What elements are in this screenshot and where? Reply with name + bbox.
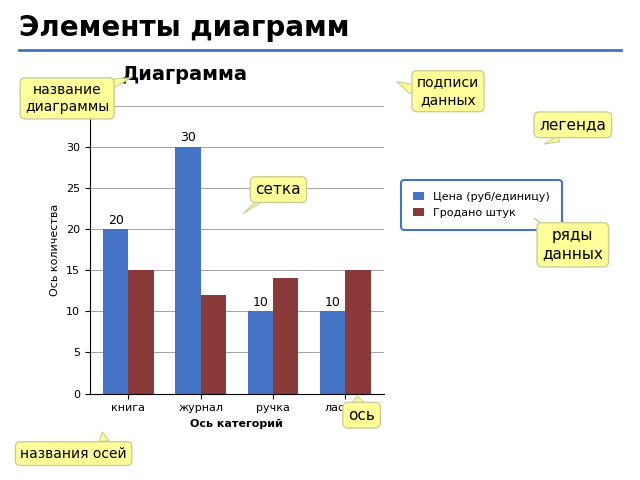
Text: ряды
данных: ряды данных <box>542 228 604 262</box>
Bar <box>273 278 298 394</box>
Text: название
диаграммы: название диаграммы <box>25 83 109 114</box>
Text: ось: ось <box>348 408 375 423</box>
Text: 20: 20 <box>108 214 124 227</box>
Bar <box>248 312 273 394</box>
Legend: Цена (руб/единицу), Гродано штук: Цена (руб/единицу), Гродано штук <box>404 183 559 227</box>
Text: подписи
данных: подписи данных <box>417 75 479 107</box>
Text: 30: 30 <box>180 131 196 144</box>
Text: названия осей: названия осей <box>20 446 127 461</box>
Text: сетка: сетка <box>255 182 301 197</box>
Bar <box>200 295 226 394</box>
Text: Диаграмма: Диаграмма <box>122 65 248 84</box>
Text: 10: 10 <box>324 296 340 309</box>
Text: 10: 10 <box>252 296 268 309</box>
Bar <box>320 312 346 394</box>
X-axis label: Ось категорий: Ось категорий <box>191 419 283 429</box>
Bar <box>103 229 128 394</box>
Bar <box>346 270 371 394</box>
Text: Элементы диаграмм: Элементы диаграмм <box>19 14 349 42</box>
Bar <box>128 270 154 394</box>
Text: легенда: легенда <box>540 117 606 132</box>
Y-axis label: Ось количества: Ось количества <box>50 204 60 296</box>
Bar <box>175 147 200 394</box>
